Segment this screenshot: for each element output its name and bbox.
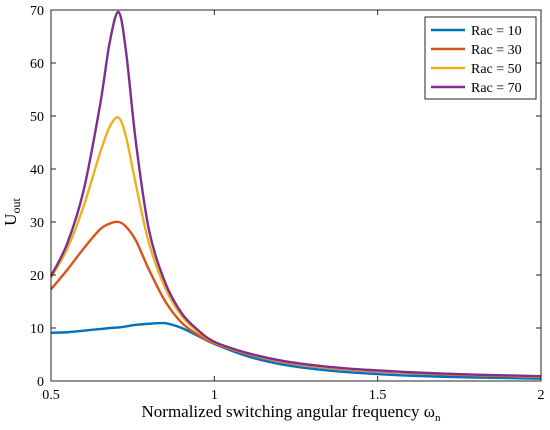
series-line-4 bbox=[49, 10, 542, 378]
x-tick-label: 1 bbox=[211, 388, 218, 403]
x-axis-title: Normalized switching angular frequency ω… bbox=[142, 402, 441, 424]
legend-label-1: Rac = 10 bbox=[471, 24, 522, 39]
y-tick-label: 60 bbox=[30, 57, 44, 72]
y-tick-label: 40 bbox=[30, 163, 44, 178]
series-layer bbox=[49, 10, 542, 380]
y-tick-label: 0 bbox=[37, 375, 44, 390]
y-axis-title-main: U bbox=[1, 214, 20, 226]
legend: Rac = 10 Rac = 30 Rac = 50 Rac = 70 bbox=[424, 16, 537, 100]
x-tick-label: 1.5 bbox=[369, 388, 387, 403]
y-axis-title: Uout bbox=[1, 198, 23, 226]
x-tick-label: 0.5 bbox=[42, 388, 60, 403]
y-tick-label: 30 bbox=[30, 216, 44, 231]
y-axis-title-subscript: out bbox=[9, 198, 23, 214]
legend-label-2: Rac = 30 bbox=[471, 43, 522, 58]
y-tick-label: 10 bbox=[30, 322, 44, 337]
x-tick-label: 2 bbox=[538, 388, 545, 403]
y-tick-label: 50 bbox=[30, 110, 44, 125]
legend-label-3: Rac = 50 bbox=[471, 62, 522, 77]
y-tick-label: 20 bbox=[30, 269, 44, 284]
axes-frame bbox=[50, 9, 542, 382]
x-axis-title-subscript: n bbox=[435, 412, 441, 424]
y-tick-label: 70 bbox=[30, 4, 44, 19]
legend-label-4: Rac = 70 bbox=[471, 81, 522, 96]
x-axis-title-main: Normalized switching angular frequency ω bbox=[142, 402, 435, 421]
